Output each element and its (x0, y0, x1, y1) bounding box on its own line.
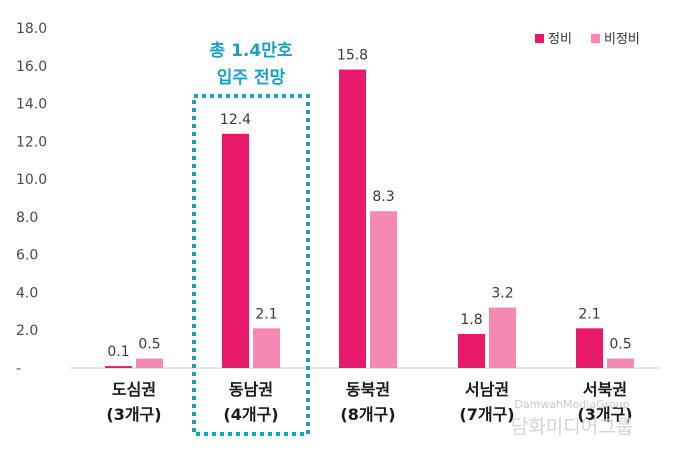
bars (105, 69, 634, 369)
annotation: 총 1.4만호 입주 전망 (192, 41, 310, 436)
legend: 정비 비정비 (535, 32, 640, 47)
category-label: 서북권 (583, 380, 627, 399)
category-labels: 도심권 (3개구) 동남권 (4개구) 동북권 (8개구) 서남권 (7개구) 서북권 (3개구) (106, 380, 632, 424)
bar-jeongbi-3 (458, 334, 485, 368)
y-tick-label: 18.0 (16, 21, 47, 37)
y-tick-label: 12.0 (16, 134, 47, 150)
y-tick-label: 4.0 (16, 285, 38, 301)
value-label: 0.5 (609, 337, 631, 353)
category-label: 서남권 (465, 380, 509, 399)
value-label: 0.1 (107, 344, 129, 360)
bar-bijeongbi-1 (253, 328, 280, 368)
value-label: 12.4 (220, 112, 251, 128)
legend-label: 정비 (548, 32, 572, 47)
y-tick-label: - (16, 361, 21, 377)
category-sublabel: (7개구) (459, 405, 514, 424)
value-labels: 0.1 12.4 15.8 1.8 2.1 0.5 2.1 8.3 3.2 0.5 (107, 48, 631, 361)
bar-jeongbi-2 (339, 69, 366, 369)
value-label: 0.5 (138, 337, 160, 353)
category-label: 동북권 (346, 380, 390, 399)
bar-bijeongbi-3 (489, 307, 516, 368)
y-tick-label: 2.0 (16, 323, 38, 339)
value-label: 1.8 (460, 312, 482, 328)
bar-bijeongbi-4 (607, 358, 634, 368)
category-label: 도심권 (112, 380, 156, 399)
legend-label: 비정비 (604, 32, 640, 47)
bar-jeongbi-0 (105, 366, 132, 368)
y-tick-label: 16.0 (16, 59, 47, 75)
category-sublabel: (3개구) (577, 405, 632, 424)
legend-swatch (535, 34, 544, 43)
bar-bijeongbi-2 (370, 211, 397, 368)
value-label: 15.8 (337, 48, 368, 64)
legend-swatch (591, 34, 600, 43)
annotation-line-2: 입주 전망 (217, 68, 286, 88)
y-tick-label: 6.0 (16, 248, 38, 264)
category-label: 동남권 (229, 380, 273, 399)
category-sublabel: (3개구) (106, 405, 161, 424)
watermark-korean: 담화미디어그룹 (511, 416, 633, 438)
watermark: DamwahMediaGroup 담화미디어그룹 (511, 398, 633, 438)
value-label: 2.1 (578, 306, 600, 322)
bar-bijeongbi-0 (136, 358, 163, 368)
annotation-dotted-box (192, 94, 310, 436)
category-sublabel: (8개구) (340, 405, 395, 424)
y-tick-label: 14.0 (16, 97, 47, 113)
bar-jeongbi-1 (222, 133, 249, 368)
value-label: 3.2 (491, 286, 513, 302)
y-tick-label: 8.0 (16, 210, 38, 226)
y-axis: - 2.0 4.0 6.0 8.0 10.0 12.0 14.0 16.0 18.0 (16, 21, 47, 377)
value-label: 8.3 (372, 189, 394, 205)
bar-jeongbi-4 (576, 328, 603, 368)
y-tick-label: 10.0 (16, 172, 47, 188)
category-sublabel: (4개구) (223, 405, 278, 424)
annotation-line-1: 총 1.4만호 (210, 41, 293, 61)
watermark-latin: DamwahMediaGroup (514, 398, 629, 411)
value-label: 2.1 (255, 306, 277, 322)
